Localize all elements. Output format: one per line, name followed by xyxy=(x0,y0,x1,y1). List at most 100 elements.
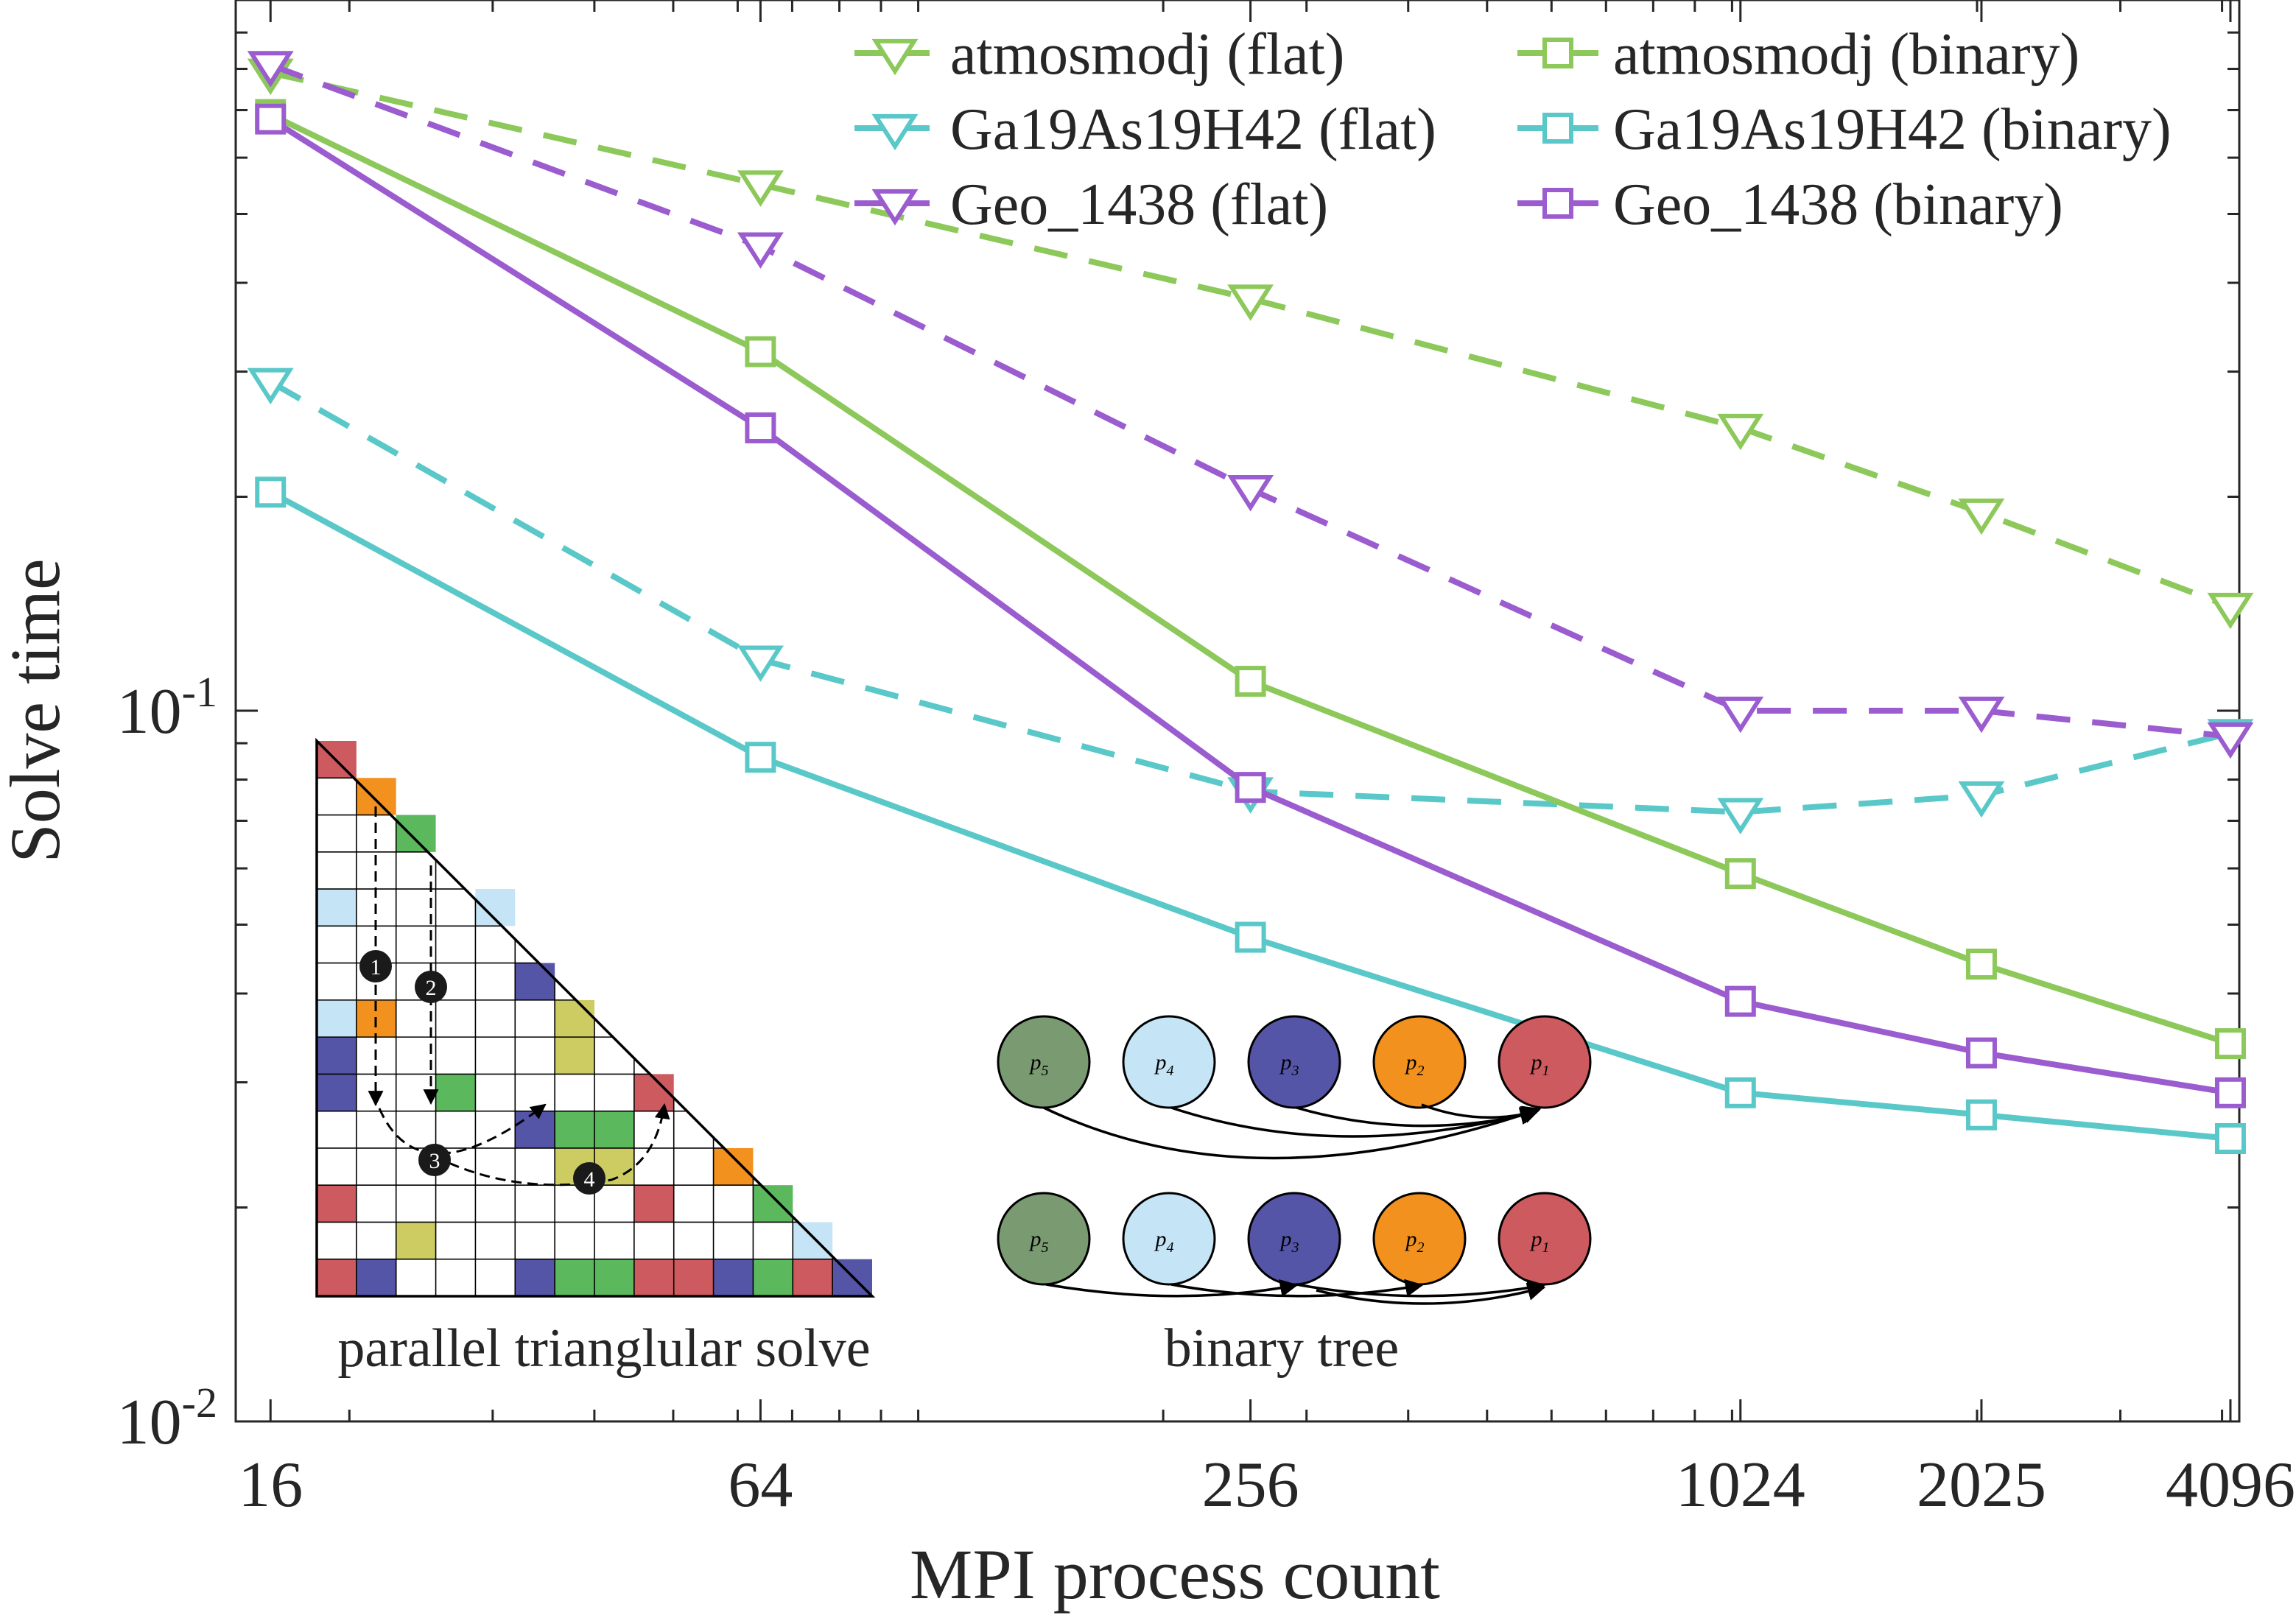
series-line xyxy=(269,116,2231,1096)
tree-node xyxy=(1122,1015,1216,1109)
triangle-marker xyxy=(247,368,294,405)
x-tick-label: 256 xyxy=(1202,1449,1299,1521)
triangle-block xyxy=(555,1259,594,1296)
y-tick-label: 10-2 xyxy=(117,1379,217,1458)
square-marker xyxy=(1542,188,1573,219)
triangle-marker xyxy=(1958,696,2005,734)
triangle-block xyxy=(753,1185,793,1223)
triangle-outline xyxy=(315,737,876,1298)
square-marker xyxy=(255,103,287,135)
legend-item: Geo_1438 (binary) xyxy=(1517,172,2063,237)
legend-label: Geo_1438 (flat) xyxy=(950,172,1328,237)
triangle-block xyxy=(515,963,555,1000)
triangle-marker xyxy=(1717,798,1764,834)
triangle-marker xyxy=(1717,413,1764,451)
triangle-marker xyxy=(871,189,919,226)
step-marker xyxy=(359,950,392,982)
tree-caption: binary tree xyxy=(1165,1318,1399,1379)
step-number: 4 xyxy=(584,1167,595,1192)
triangle-block xyxy=(555,999,594,1038)
series-ga19as19h42-binary- xyxy=(255,477,2246,1154)
legend-label: atmosmodj (flat) xyxy=(950,22,1344,87)
y-axis-label: Solve time xyxy=(0,558,74,862)
triangle-block xyxy=(515,1259,555,1296)
x-tick-labels: 16 64 256 1024 2025 4096 xyxy=(238,1449,2295,1521)
triangle-block xyxy=(713,1147,754,1186)
triangle-marker xyxy=(2207,722,2254,759)
y-tick-labels: 10-1 10-2 xyxy=(117,668,217,1458)
tree-edge xyxy=(1170,1279,1424,1298)
square-marker xyxy=(2214,1028,2246,1060)
triangle-inset: 1 2 3 4 xyxy=(315,737,876,1298)
tree-edge xyxy=(1043,1105,1542,1160)
x-tick-label: 1024 xyxy=(1676,1449,1805,1521)
triangle-marker xyxy=(2207,592,2254,630)
triangle-block xyxy=(515,1111,555,1148)
triangle-block xyxy=(594,1111,634,1148)
tree-edge xyxy=(1316,1282,1546,1305)
legend-label: atmosmodj (binary) xyxy=(1613,22,2079,87)
series-line xyxy=(269,489,2231,1142)
axis-ticks xyxy=(236,0,2239,1423)
legend-label: Ga19As19H42 (flat) xyxy=(950,97,1436,162)
x-tick-label: 2025 xyxy=(1917,1449,2046,1521)
series-line xyxy=(270,69,2232,610)
legend-item: atmosmodj (flat) xyxy=(854,22,1344,87)
x-tick-label: 4096 xyxy=(2166,1449,2295,1521)
tree-node xyxy=(1122,1192,1216,1286)
series-line xyxy=(269,111,2232,1047)
triangle-marker xyxy=(247,51,294,88)
step-marker xyxy=(573,1162,605,1195)
square-marker xyxy=(1235,772,1266,804)
square-marker xyxy=(255,477,287,508)
triangle-block xyxy=(753,1259,793,1296)
square-marker xyxy=(1724,858,1756,890)
triangle-marker xyxy=(1227,475,1274,512)
square-marker xyxy=(1965,949,1997,980)
triangle-caption: parallel trianglular solve xyxy=(337,1318,870,1379)
series-line xyxy=(269,379,2231,815)
triangle-marker xyxy=(1717,696,1764,734)
triangle-block xyxy=(793,1222,833,1259)
triangle-block xyxy=(356,1259,396,1296)
square-marker xyxy=(1235,666,1266,697)
triangle-marker xyxy=(1958,781,2005,818)
square-marker xyxy=(1542,38,1573,68)
triangle-block xyxy=(555,1111,594,1148)
tree-edge xyxy=(1296,1279,1546,1298)
series-geo-1438-flat- xyxy=(247,51,2254,759)
legend-item: Ga19As19H42 (flat) xyxy=(854,97,1436,162)
y-tick-label: 10-1 xyxy=(117,668,217,748)
tree-edge xyxy=(1421,1103,1540,1124)
legend-label: Ga19As19H42 (binary) xyxy=(1613,97,2172,162)
triangle-block xyxy=(317,1259,357,1296)
square-marker xyxy=(745,742,776,773)
triangle-block xyxy=(793,1259,833,1296)
triangle-block xyxy=(633,1259,674,1296)
square-marker xyxy=(1235,921,1266,953)
series-atmosmodj-binary- xyxy=(255,99,2246,1060)
tree-node xyxy=(997,1015,1091,1109)
triangle-block xyxy=(317,1037,357,1075)
square-marker xyxy=(745,412,776,443)
square-marker xyxy=(745,336,776,368)
triangle-block xyxy=(594,1259,634,1296)
triangle-marker xyxy=(1227,284,1274,321)
tree-node xyxy=(1372,1015,1467,1109)
triangle-marker xyxy=(871,38,919,76)
square-marker xyxy=(1724,985,1756,1017)
tree-node-label: p4 xyxy=(1154,1227,1174,1256)
square-marker xyxy=(1542,113,1573,144)
legend-item: Ga19As19H42 (binary) xyxy=(1517,97,2172,162)
series-ga19as19h42-flat- xyxy=(247,368,2254,834)
step-number: 1 xyxy=(371,955,382,980)
series-geo-1438-binary- xyxy=(255,103,2246,1108)
triangle-block xyxy=(317,889,357,926)
tree-edge xyxy=(1045,1279,1299,1298)
square-marker xyxy=(1965,1099,1997,1131)
triangle-block xyxy=(317,999,357,1038)
legend-item: atmosmodj (binary) xyxy=(1517,22,2079,87)
series-layer xyxy=(247,51,2254,1154)
